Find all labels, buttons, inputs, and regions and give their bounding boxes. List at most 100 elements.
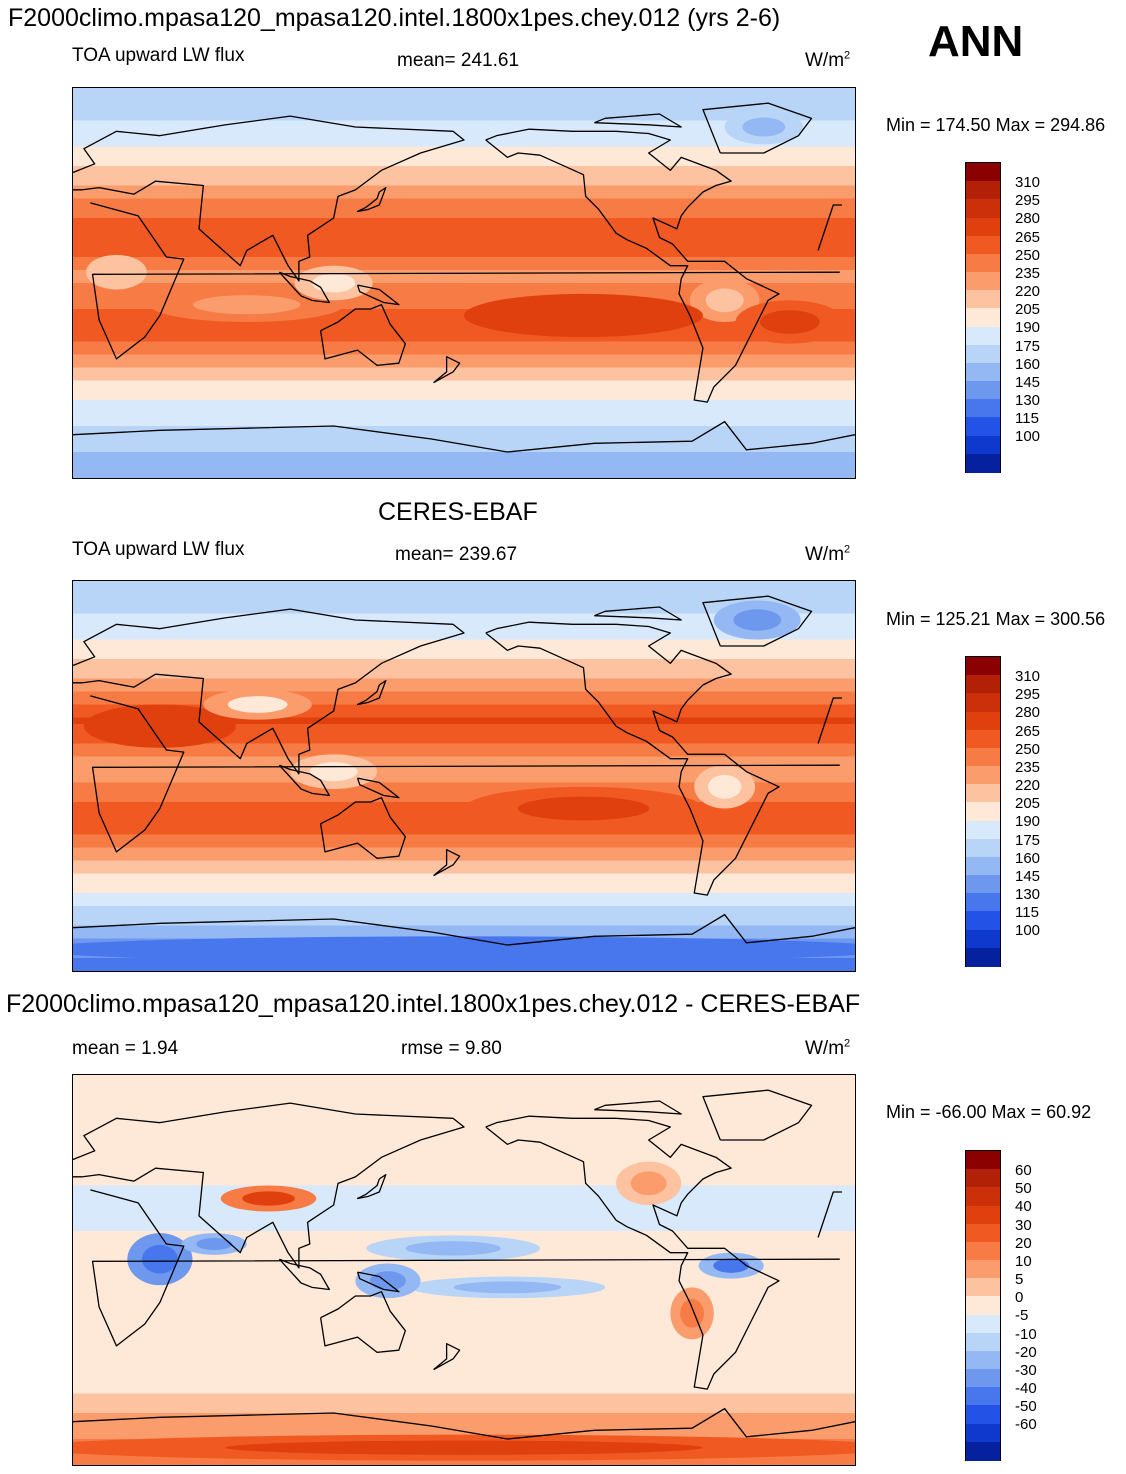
coastline [356, 187, 387, 213]
zonal-band [73, 1172, 855, 1180]
zonal-band [73, 600, 855, 608]
zonal-band [73, 205, 855, 212]
colorbar-swatch [966, 838, 1000, 858]
anomaly-region [312, 273, 356, 293]
colorbar-swatch [966, 1187, 1000, 1207]
zonal-band [73, 1185, 855, 1193]
zonal-band [73, 912, 855, 920]
zonal-band [73, 652, 855, 660]
season-label: ANN [928, 17, 1024, 66]
zonal-band [73, 919, 855, 926]
colorbar-swatch [966, 381, 1000, 400]
zonal-band [73, 1309, 855, 1316]
coastline [433, 849, 461, 877]
colorbar-swatch [966, 1278, 1000, 1297]
zonal-band [73, 815, 855, 822]
anomaly-region [517, 303, 650, 328]
zonal-band [73, 581, 855, 588]
colorbar-swatch [966, 747, 1000, 767]
zonal-band [73, 1348, 855, 1355]
zonal-band [73, 322, 855, 329]
colorbar-swatch [966, 729, 1000, 749]
zonal-band [73, 1393, 855, 1401]
colorbar-swatch [966, 766, 1000, 785]
zonal-band [73, 276, 855, 284]
colorbar-swatch [966, 344, 1000, 364]
colorbar-tick-label: 220 [1015, 283, 1041, 301]
anomaly-region [242, 1191, 295, 1206]
zonal-band [73, 296, 855, 303]
colorbar-tick-label: -60 [1015, 1416, 1037, 1434]
zonal-band [73, 432, 855, 440]
anomaly-region [370, 1271, 406, 1291]
zonal-band [73, 743, 855, 751]
panel1-model-map [72, 87, 856, 479]
zonal-band [73, 1218, 855, 1225]
colorbar-tick-label: 265 [1015, 228, 1041, 246]
coastline [433, 356, 461, 384]
panel2-colorbar [965, 656, 1001, 967]
zonal-band [73, 263, 855, 271]
colorbar-swatch [966, 1296, 1000, 1316]
colorbar-tick-label: 280 [1015, 704, 1041, 722]
zonal-band [73, 192, 855, 199]
zonal-band [73, 613, 855, 621]
zonal-band [73, 1419, 855, 1427]
colorbar-tick-label: 145 [1015, 373, 1041, 391]
colorbar-swatch [966, 929, 1000, 949]
zonal-band [73, 1153, 855, 1160]
zonal-band [73, 302, 855, 310]
colorbar-swatch [966, 1151, 1000, 1170]
zonal-band [73, 750, 855, 757]
panel1-colorbar [965, 162, 1001, 473]
anomaly-region [707, 774, 742, 799]
zonal-band [73, 185, 855, 193]
colorbar-tick-label: 10 [1015, 1252, 1032, 1270]
zonal-band [73, 361, 855, 368]
coastline [702, 1089, 813, 1141]
zonal-band [73, 1198, 855, 1206]
zonal-band [73, 678, 855, 686]
zonal-band [73, 1296, 855, 1303]
colorbar-swatch [966, 290, 1000, 309]
zonal-band [73, 127, 855, 134]
coastline [485, 1115, 780, 1390]
zonal-band [73, 1302, 855, 1310]
anomaly-region [225, 942, 703, 957]
zonal-band [73, 1140, 855, 1147]
colorbar-swatch [966, 417, 1000, 437]
colorbar-swatch [966, 435, 1000, 455]
colorbar-swatch [966, 911, 1000, 931]
colorbar-swatch [966, 802, 1000, 822]
zonal-band [73, 1341, 855, 1349]
zonal-band [73, 756, 855, 764]
colorbar-tick-label: 220 [1015, 777, 1041, 795]
zonal-band [73, 633, 855, 640]
colorbar-swatch [966, 199, 1000, 219]
zonal-band [73, 1107, 855, 1115]
zonal-band [73, 250, 855, 258]
colorbar-swatch [966, 820, 1000, 840]
colorbar-swatch [966, 163, 1000, 182]
zonal-band [73, 893, 855, 900]
zonal-band [73, 406, 855, 414]
zonal-band [73, 665, 855, 673]
colorbar-swatch [966, 1350, 1000, 1370]
zonal-band [73, 1166, 855, 1173]
map-svg [73, 581, 855, 971]
coastline [356, 1174, 387, 1200]
zonal-band [73, 471, 855, 478]
colorbar-swatch [966, 1260, 1000, 1279]
panel1-minmax: Min = 174.50 Max = 294.86 [886, 115, 1106, 135]
colorbar-swatch [966, 1169, 1000, 1188]
zonal-band [73, 626, 855, 634]
coastline [594, 606, 682, 621]
colorbar-tick-label: 250 [1015, 740, 1041, 758]
panel3-diff-map [72, 1074, 856, 1466]
zonal-band [73, 1231, 855, 1238]
zonal-band [73, 854, 855, 861]
anomaly-region [196, 1238, 233, 1250]
zonal-band [73, 899, 855, 907]
zonal-band [73, 419, 855, 427]
coastline [319, 797, 407, 859]
